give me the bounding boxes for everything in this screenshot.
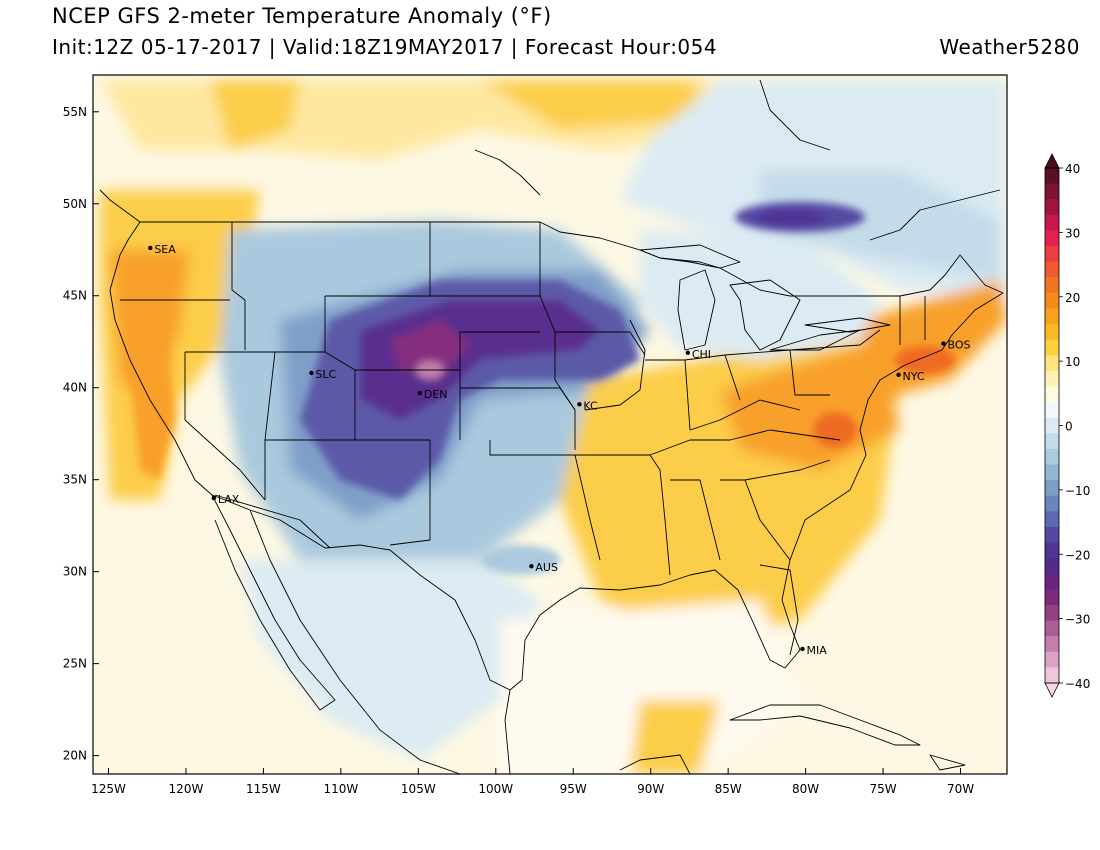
lat-tick-label: 25N [63,657,87,671]
colorbar [1044,153,1060,698]
colorbar-swatch [1045,480,1059,497]
colorbar-swatch [1045,261,1059,278]
lon-tick-label: 85W [715,782,742,796]
colorbar-tick-label: −10 [1065,484,1090,498]
lat-tick-label: 55N [63,105,87,119]
colorbar-swatch [1045,230,1059,247]
colorbar-swatch [1045,433,1059,450]
colorbar-bottom-arrow [1044,682,1060,698]
colorbar-swatch [1045,620,1059,637]
city-dot [577,402,582,407]
credit-label: Weather5280 [939,35,1080,59]
lon-tick-label: 105W [401,782,436,796]
lon-tick-label: 100W [478,782,513,796]
colorbar-swatch [1045,402,1059,419]
colorbar-swatch [1045,464,1059,481]
colorbar-swatch [1045,495,1059,512]
colorbar-swatch [1045,292,1059,309]
anomaly-field [93,75,1007,774]
colorbar-swatch [1045,183,1059,200]
colorbar-tick-label: 20 [1065,291,1080,305]
lat-tick-label: 35N [63,473,87,487]
colorbar-swatch [1045,339,1059,356]
map-frame [92,74,1008,775]
city-label: MIA [807,644,828,657]
colorbar-swatch [1045,355,1059,372]
lon-tick-label: 70W [947,782,974,796]
city-label: LAX [218,493,240,506]
colorbar-tick-label: 30 [1065,226,1080,240]
colorbar-swatch [1045,370,1059,387]
lat-tick-label: 20N [63,749,87,763]
city-dot [941,341,946,346]
colorbar-swatch [1045,558,1059,575]
colorbar-swatch [1045,573,1059,590]
lon-tick-label: 115W [246,782,281,796]
city-label: BOS [947,339,970,352]
city-dot [417,391,423,396]
colorbar-top-arrow [1044,153,1060,169]
colorbar-swatch [1045,526,1059,544]
colorbar-swatch [1045,386,1059,403]
colorbar-tick-label: 10 [1065,355,1080,369]
colorbar-swatch [1045,417,1059,434]
colorbar-swatch [1045,636,1059,653]
city-dot [309,370,314,376]
map-title: NCEP GFS 2-meter Temperature Anomaly (°F… [52,4,552,28]
lat-tick-label: 45N [63,289,87,303]
colorbar-swatch [1045,277,1059,294]
lon-tick-label: 75W [869,782,896,796]
city-label: SEA [154,243,176,256]
lon-tick-label: 125W [91,782,126,796]
colorbar-swatch [1045,214,1059,231]
colorbar-swatch [1045,542,1059,559]
city-label: KC [583,399,598,412]
colorbar-swatch [1045,308,1059,325]
lon-tick-label: 120W [169,782,204,796]
lon-tick-label: 90W [637,782,664,796]
city-dot [529,563,534,569]
colorbar-tick-label: 40 [1065,162,1080,176]
colorbar-swatch [1045,651,1059,668]
lat-tick-label: 50N [63,197,87,211]
city-label: NYC [903,370,925,383]
longitude-axis: 125W 120W 115W 110W 105W 100W 95W 90W 85W 80W 75W 7… [91,768,974,796]
colorbar-tick-label: −20 [1065,548,1090,562]
colorbar-swatch [1045,589,1059,606]
lon-tick-label: 110W [323,782,358,796]
colorbar-swatch [1045,667,1059,684]
colorbar-tick-label: 0 [1065,420,1073,434]
colorbar-swatch [1045,604,1059,622]
lat-tick-label: 40N [63,381,87,395]
city-label: SLC [315,368,336,381]
map-subtitle: Init:12Z 05-17-2017 | Valid:18Z19MAY2017… [52,35,718,59]
colorbar-swatch [1045,448,1059,466]
city-dot [896,372,901,378]
colorbar-swatch [1045,199,1059,216]
latitude-axis: 55N 50N 45N 40N 35N 30N 25N 20N [63,105,99,763]
colorbar-tick-label: −30 [1065,613,1090,627]
colorbar-ticks: 40 30 20 10 0 −10 −20 −30 −40 [1059,162,1090,691]
city-markers: SEA SLC DEN LAX KC CHI AUS NYC BOS MIA [148,243,970,657]
lat-tick-label: 30N [63,565,87,579]
colorbar-swatch [1045,511,1059,528]
colorbar-swatch [1045,168,1059,185]
lon-tick-label: 80W [792,782,819,796]
city-dot [685,350,691,355]
colorbar-tick-label: −40 [1065,677,1090,691]
city-label: AUS [535,561,558,574]
colorbar-swatch [1045,324,1059,341]
city-dot [148,245,153,251]
lon-tick-label: 95W [560,782,587,796]
city-label: DEN [424,388,448,401]
colorbar-swatch [1045,246,1059,263]
city-label: CHI [692,348,711,361]
boundaries [99,79,1004,774]
city-dot [211,495,217,501]
city-dot [800,646,805,652]
